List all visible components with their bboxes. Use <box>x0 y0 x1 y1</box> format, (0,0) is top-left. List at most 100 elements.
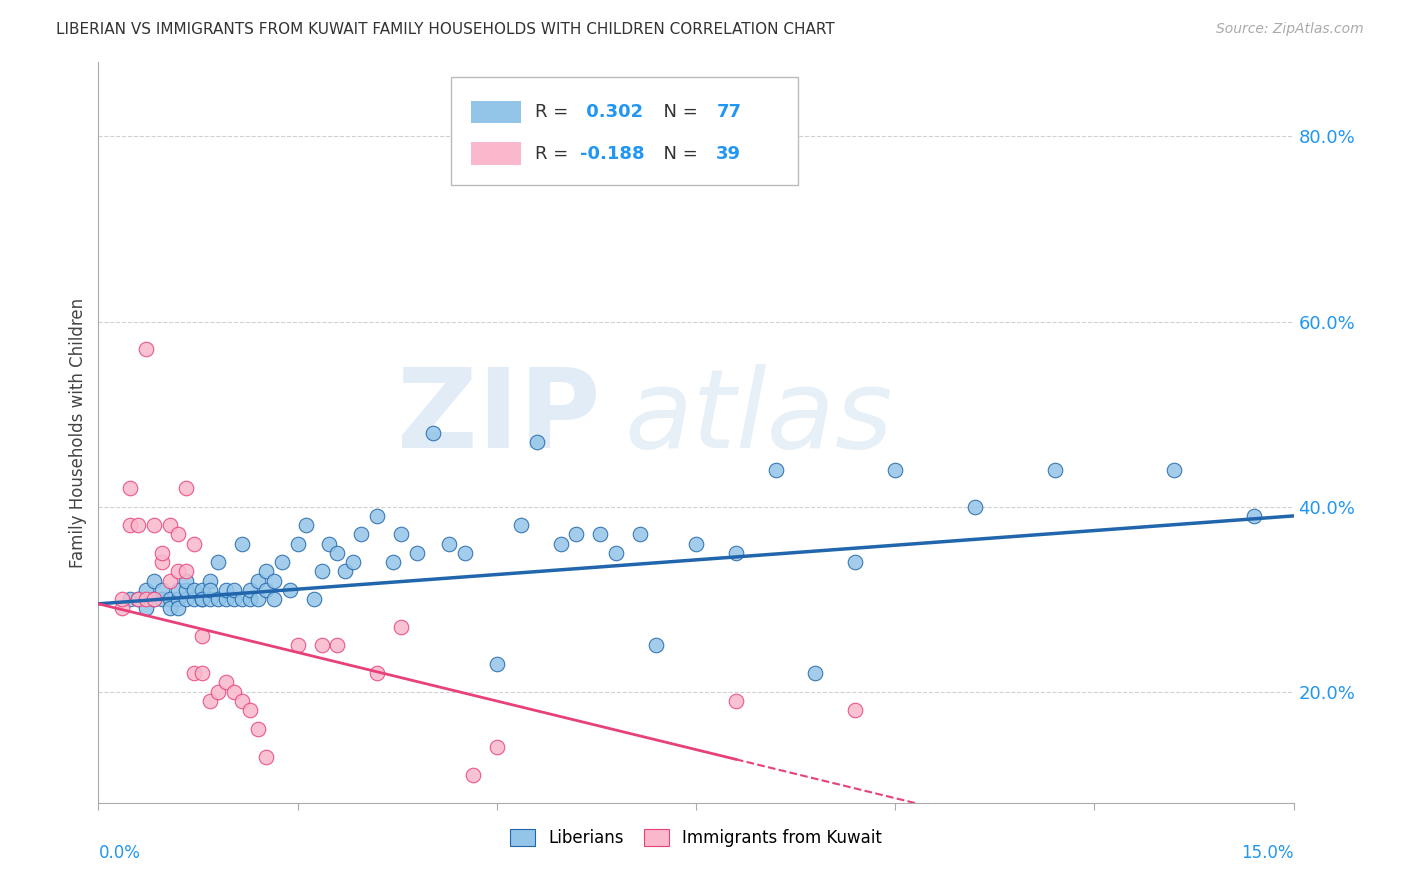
Y-axis label: Family Households with Children: Family Households with Children <box>69 298 87 567</box>
Point <box>884 462 907 476</box>
Point <box>167 601 190 615</box>
Point <box>174 582 197 597</box>
Point <box>167 582 190 597</box>
Point <box>254 749 277 764</box>
Point <box>183 582 205 597</box>
Text: 0.0%: 0.0% <box>98 844 141 862</box>
Point <box>461 768 484 782</box>
Point <box>135 592 157 607</box>
Point <box>246 592 269 607</box>
Point <box>143 592 166 607</box>
Point <box>550 536 572 550</box>
Point <box>1243 508 1265 523</box>
Point <box>318 536 340 550</box>
Point <box>222 582 245 597</box>
Point <box>135 601 157 615</box>
Text: 39: 39 <box>716 145 741 162</box>
Text: atlas: atlas <box>624 364 893 471</box>
Point <box>127 592 149 607</box>
Point <box>844 555 866 569</box>
Point <box>174 592 197 607</box>
Point <box>804 666 827 681</box>
Point <box>382 555 405 569</box>
Point <box>159 592 181 607</box>
Point <box>231 592 253 607</box>
Point <box>120 592 142 607</box>
Point <box>150 555 173 569</box>
Point <box>191 629 214 643</box>
Point <box>159 574 181 588</box>
Point <box>150 592 173 607</box>
Text: LIBERIAN VS IMMIGRANTS FROM KUWAIT FAMILY HOUSEHOLDS WITH CHILDREN CORRELATION C: LIBERIAN VS IMMIGRANTS FROM KUWAIT FAMIL… <box>56 22 835 37</box>
Point <box>437 536 460 550</box>
Legend: Liberians, Immigrants from Kuwait: Liberians, Immigrants from Kuwait <box>503 822 889 854</box>
FancyBboxPatch shape <box>451 78 797 185</box>
Point <box>120 518 142 533</box>
Point <box>183 536 205 550</box>
Point <box>335 565 357 579</box>
Point <box>589 527 612 541</box>
Point <box>167 527 190 541</box>
Point <box>389 620 412 634</box>
Point <box>174 481 197 495</box>
Point <box>167 592 190 607</box>
Point <box>685 536 707 550</box>
Point <box>215 582 238 597</box>
Point <box>111 592 134 607</box>
Point <box>150 546 173 560</box>
Point <box>526 434 548 449</box>
Point <box>159 601 181 615</box>
Point <box>311 565 333 579</box>
Point <box>183 666 205 681</box>
Text: 0.302: 0.302 <box>581 103 643 121</box>
Point <box>167 565 190 579</box>
Point <box>198 592 221 607</box>
Point <box>326 546 349 560</box>
Point <box>287 536 309 550</box>
Point <box>183 592 205 607</box>
Text: R =: R = <box>534 145 574 162</box>
Point <box>302 592 325 607</box>
Point <box>231 694 253 708</box>
Text: ZIP: ZIP <box>396 364 600 471</box>
Point <box>263 574 285 588</box>
Point <box>342 555 364 569</box>
Point <box>239 582 262 597</box>
Point <box>239 592 262 607</box>
Point <box>215 592 238 607</box>
Point <box>143 518 166 533</box>
Point <box>239 703 262 717</box>
Point <box>263 592 285 607</box>
Point <box>198 574 221 588</box>
Point <box>350 527 373 541</box>
Text: 15.0%: 15.0% <box>1241 844 1294 862</box>
Point <box>191 592 214 607</box>
Point <box>326 639 349 653</box>
Point <box>150 582 173 597</box>
Point <box>135 582 157 597</box>
Point <box>366 666 388 681</box>
Point <box>406 546 429 560</box>
Point <box>765 462 787 476</box>
Point <box>287 639 309 653</box>
Point <box>724 546 747 560</box>
Point <box>143 574 166 588</box>
Point <box>1043 462 1066 476</box>
Point <box>1163 462 1185 476</box>
Point <box>724 694 747 708</box>
Point <box>844 703 866 717</box>
Text: -0.188: -0.188 <box>581 145 645 162</box>
Point <box>294 518 316 533</box>
FancyBboxPatch shape <box>471 101 522 123</box>
Point <box>422 425 444 440</box>
Point <box>311 639 333 653</box>
Point <box>270 555 292 569</box>
Point <box>222 685 245 699</box>
Point <box>963 500 986 514</box>
Point <box>191 582 214 597</box>
Point <box>231 536 253 550</box>
Point <box>174 565 197 579</box>
Point <box>222 592 245 607</box>
Point <box>127 518 149 533</box>
Point <box>509 518 531 533</box>
